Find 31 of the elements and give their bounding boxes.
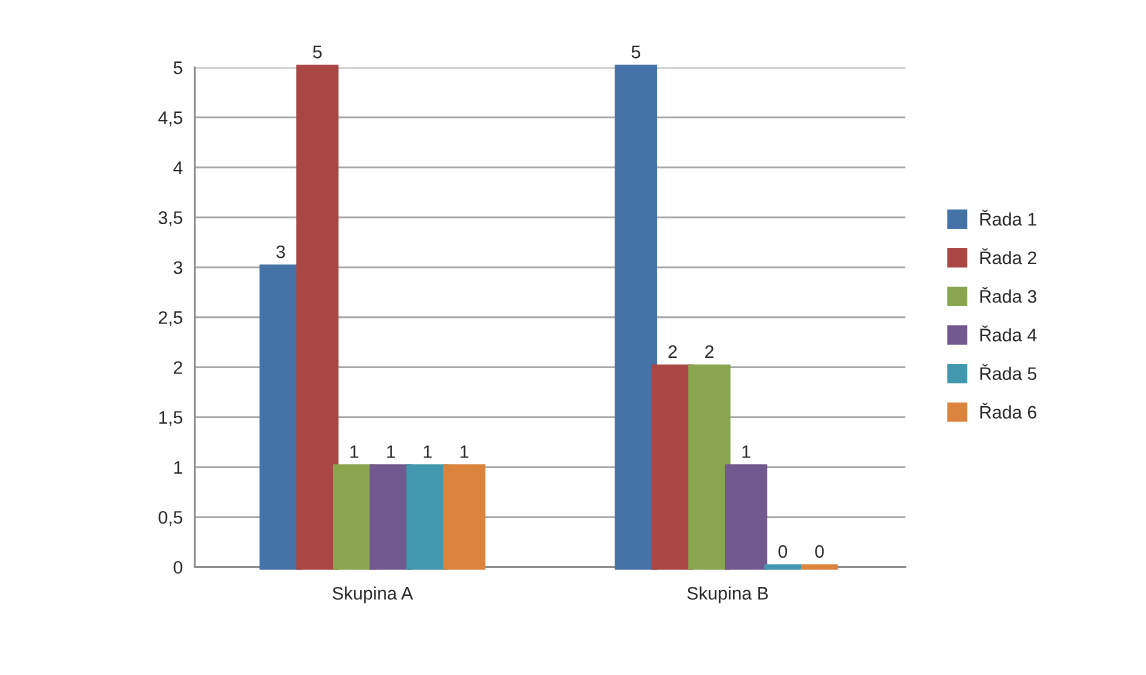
y-tick-label: 1,5 [159, 411, 183, 426]
y-tick-label: 3 [173, 261, 183, 275]
data-label: 5 [631, 45, 641, 59]
y-tick-label: 0,5 [158, 510, 183, 526]
y-tick-label: 3,5 [158, 211, 183, 227]
data-label: 5 [313, 45, 322, 59]
data-label: 0 [778, 545, 788, 558]
y-tick-label: 2,5 [158, 311, 183, 327]
data-label: 1 [460, 445, 469, 458]
data-label: 1 [350, 445, 359, 458]
data-label: 1 [387, 445, 395, 458]
x-tick-label: Skupina B [687, 586, 768, 604]
y-tick-label: 5 [173, 61, 183, 75]
data-label: 2 [705, 345, 714, 358]
y-tick-label: 4,5 [158, 111, 183, 127]
data-label: 2 [668, 345, 677, 358]
legend-label: Řada 3 [980, 286, 1037, 303]
y-tick-label: 1 [174, 461, 183, 474]
data-label: 3 [276, 245, 285, 259]
legend-label: Řada 4 [980, 325, 1037, 342]
x-tick-label: Skupina A [332, 586, 414, 604]
legend-label: Řada 6 [980, 402, 1037, 419]
legend-label: Řada 5 [980, 364, 1037, 381]
y-tick-label: 0 [173, 560, 183, 574]
y-tick-label: 4 [173, 161, 183, 174]
legend-label: Řada 2 [980, 248, 1037, 265]
y-tick-label: 2 [173, 361, 183, 374]
data-label: 1 [423, 445, 432, 458]
legend-label: Řada 1 [980, 209, 1037, 226]
data-label: 0 [815, 545, 824, 558]
data-label: 1 [742, 445, 751, 458]
